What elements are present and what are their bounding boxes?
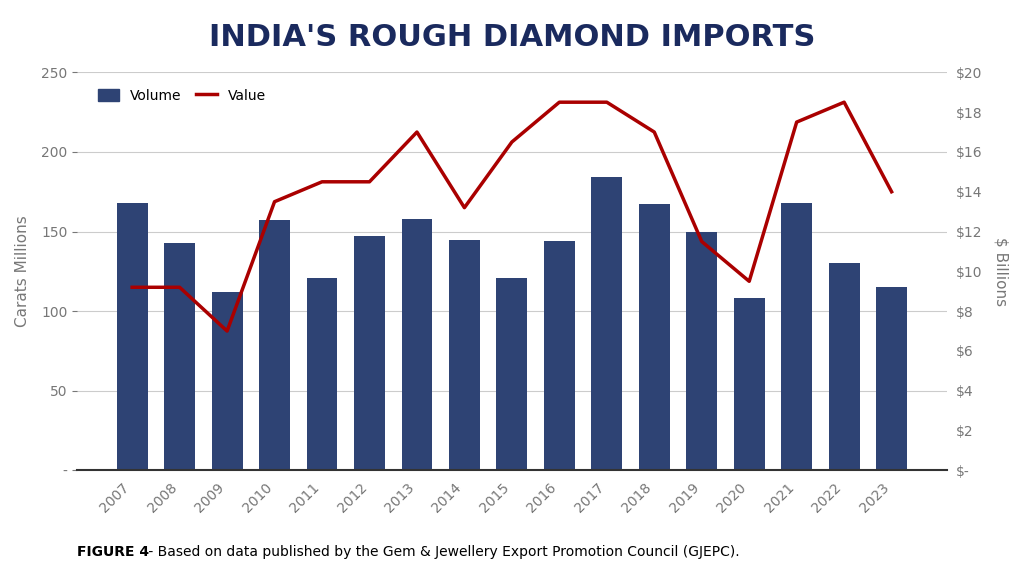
- Bar: [877, 287, 907, 471]
- Bar: [449, 240, 480, 471]
- Bar: [497, 278, 527, 471]
- Bar: [401, 219, 432, 471]
- Text: - Based on data published by the Gem & Jewellery Export Promotion Council (GJEPC: - Based on data published by the Gem & J…: [143, 545, 739, 559]
- Bar: [117, 203, 147, 471]
- Bar: [828, 263, 859, 471]
- Text: FIGURE 4: FIGURE 4: [77, 545, 150, 559]
- Bar: [544, 241, 574, 471]
- Bar: [212, 292, 243, 471]
- Text: INDIA'S ROUGH DIAMOND IMPORTS: INDIA'S ROUGH DIAMOND IMPORTS: [209, 23, 815, 52]
- Y-axis label: $ Billions: $ Billions: [994, 237, 1009, 306]
- Bar: [734, 298, 765, 471]
- Bar: [164, 242, 195, 471]
- Bar: [306, 278, 338, 471]
- Bar: [686, 232, 717, 471]
- Bar: [354, 236, 385, 471]
- Bar: [592, 177, 623, 471]
- Bar: [781, 203, 812, 471]
- Bar: [639, 204, 670, 471]
- Y-axis label: Carats Millions: Carats Millions: [15, 215, 30, 327]
- Bar: [259, 221, 290, 471]
- Legend: Volume, Value: Volume, Value: [93, 84, 271, 108]
